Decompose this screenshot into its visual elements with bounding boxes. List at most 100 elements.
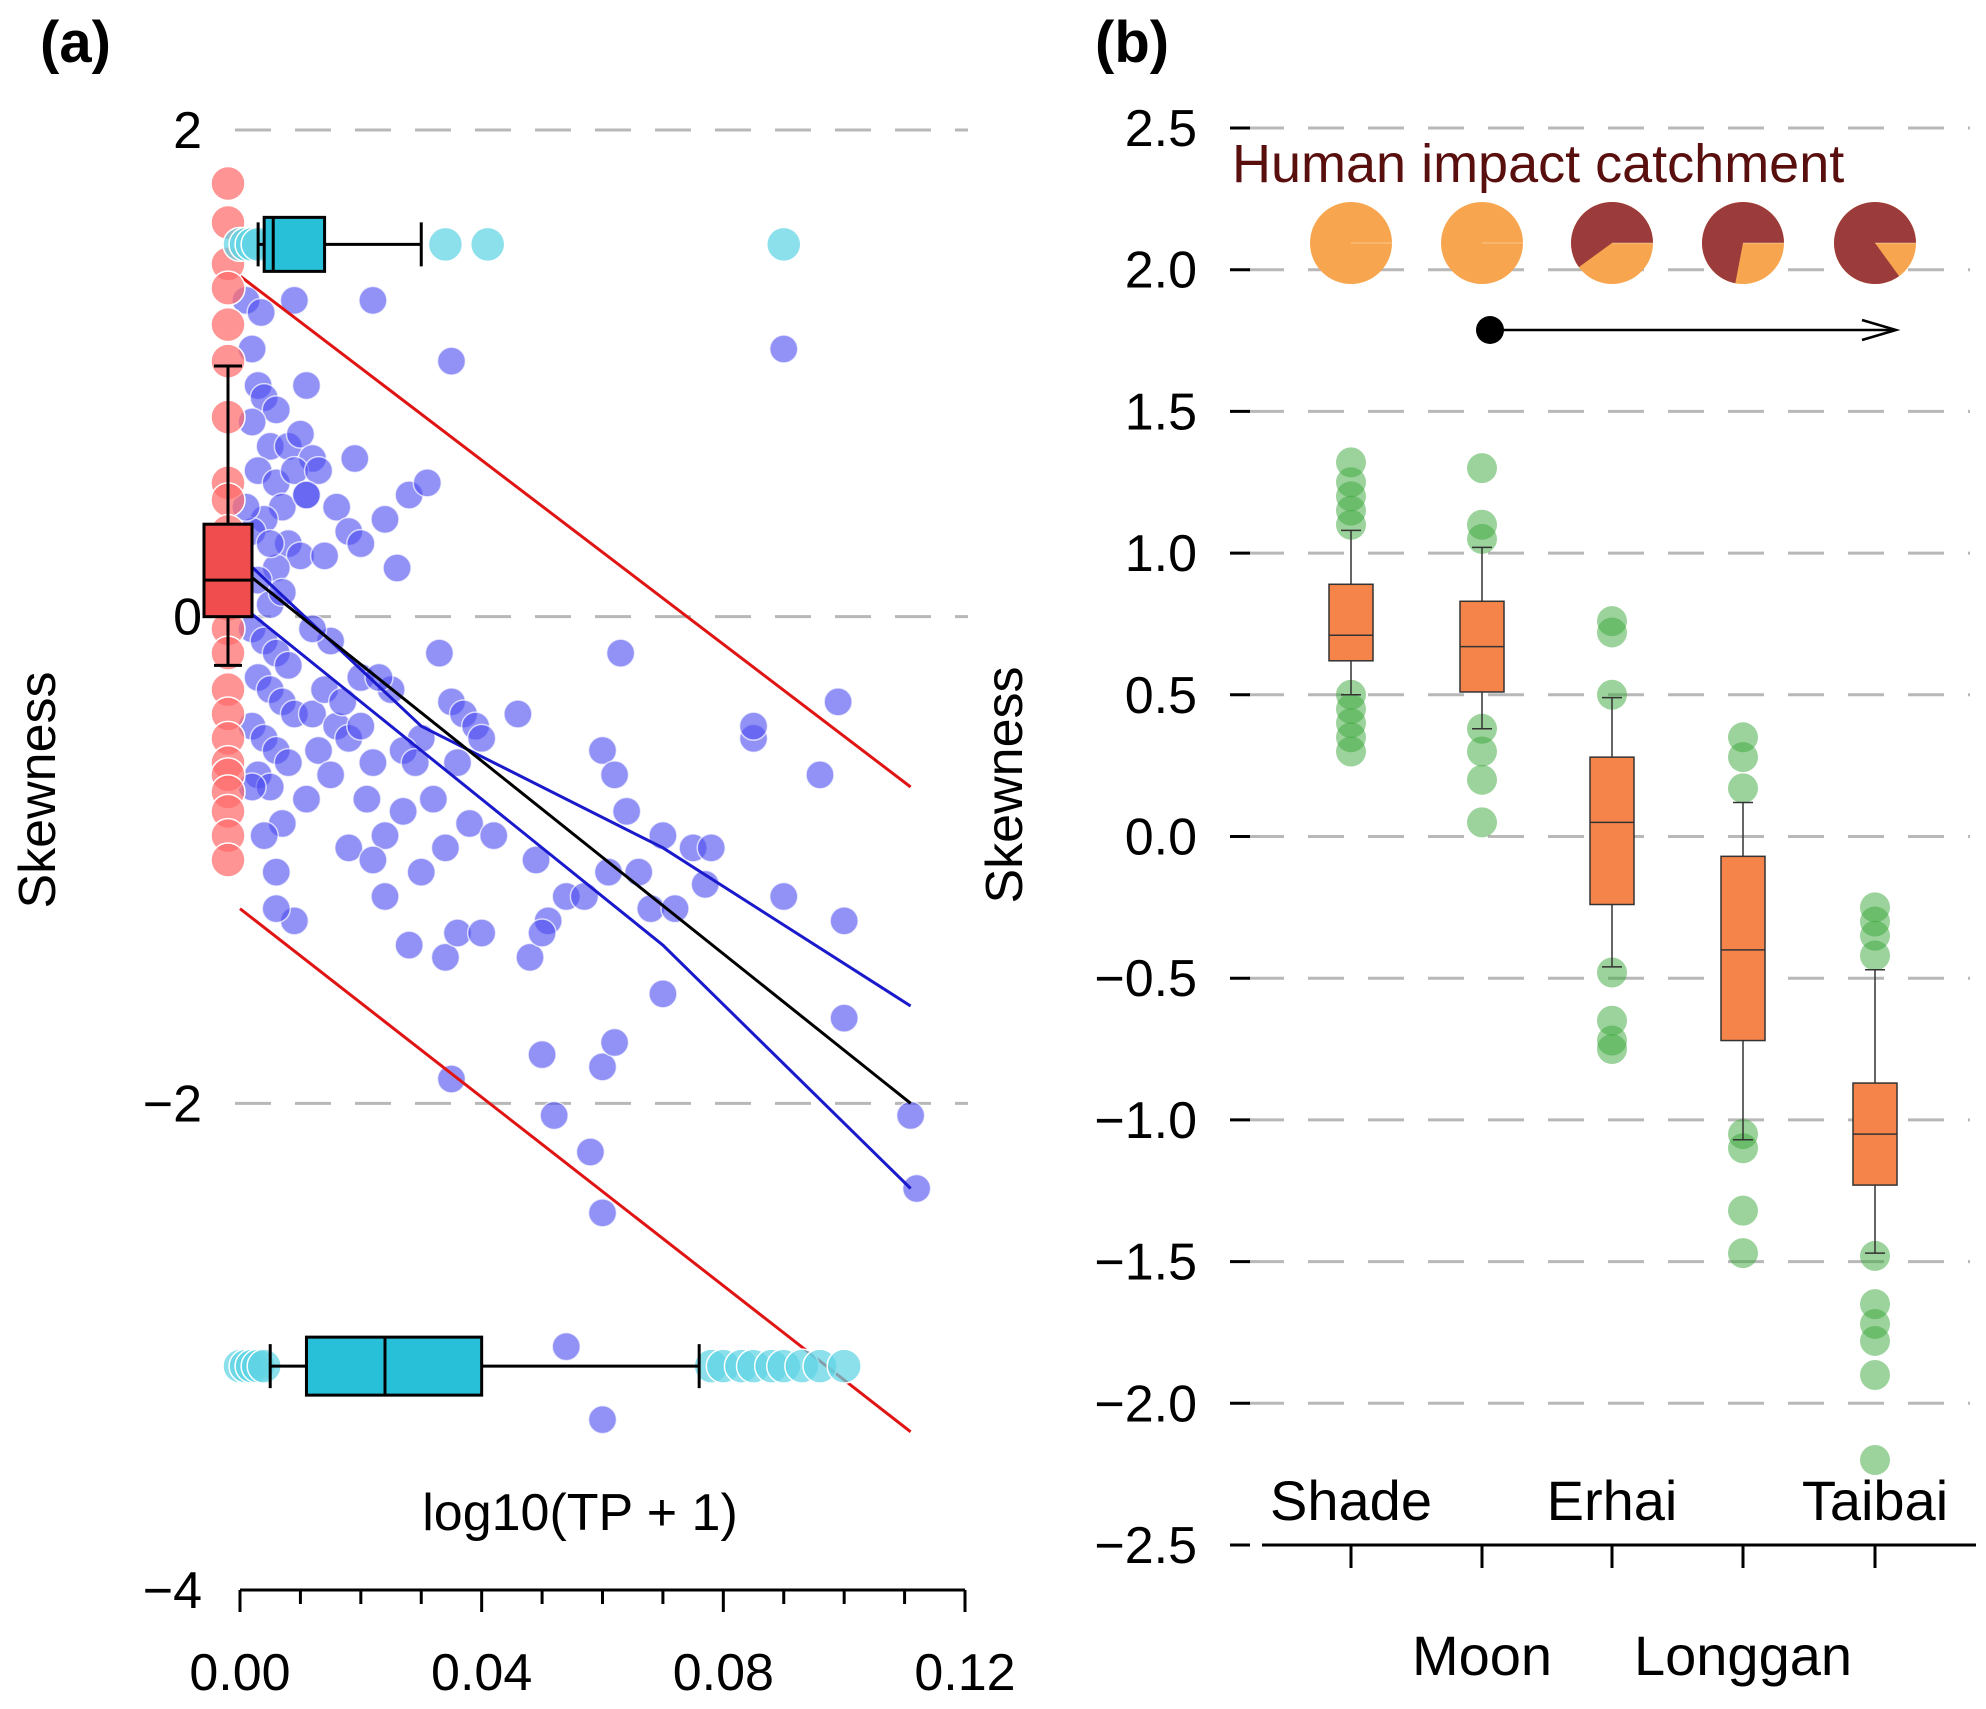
- scatter-point: [285, 419, 316, 449]
- panel-b: (b) 2.5 2.0 1.5 1.0 0.5 0.0 −0.5 −1.0 −1.5 −2.0 −2…: [976, 10, 1976, 1687]
- panel-a-label: (a): [40, 10, 111, 75]
- outlier-point: [1597, 606, 1627, 637]
- scatter-point: [303, 735, 334, 766]
- scatter-point: [442, 747, 473, 778]
- outlier-point: [1467, 509, 1497, 540]
- scatter-point: [321, 492, 352, 522]
- panel-b-label: (b): [1095, 10, 1169, 75]
- scatter-point: [424, 638, 455, 668]
- category-label: Erhai: [1547, 1469, 1678, 1532]
- box: [1328, 583, 1374, 662]
- scatter-point: [551, 1331, 581, 1362]
- scatter-point: [352, 784, 382, 814]
- outlier-point: [1860, 1240, 1890, 1271]
- panel-b-y-axis-title: Skewness: [976, 667, 1034, 904]
- scatter-point: [605, 638, 636, 668]
- scatter-point: [436, 1064, 467, 1094]
- scatter-point: [249, 820, 279, 851]
- y-tick-label: −2.0: [1094, 1375, 1197, 1433]
- y-tick-label: 0.5: [1125, 667, 1197, 725]
- x-tick-label: 0.04: [431, 1644, 532, 1702]
- panel-a-gridlines: [235, 128, 968, 1105]
- scatter-point: [805, 760, 835, 790]
- scatter-point: [823, 687, 853, 717]
- y-tick-label: 0: [173, 589, 202, 647]
- scatter-point: [370, 820, 400, 851]
- fit-line: [239, 566, 912, 1105]
- scatter-point: [291, 370, 322, 401]
- x-tick-label: 0.12: [914, 1644, 1015, 1702]
- panel-a-regression-lines: [238, 274, 912, 1434]
- outlier-point: [1728, 1238, 1758, 1269]
- scatter-point: [358, 285, 388, 316]
- scatter-point: [261, 857, 291, 887]
- scatter-point: [255, 528, 285, 559]
- scatter-point: [479, 820, 509, 851]
- pie-chart: [1310, 202, 1392, 284]
- scatter-point: [273, 650, 304, 681]
- prediction-band-upper: [239, 274, 912, 789]
- scatter-point: [769, 334, 799, 364]
- y-marginal-point: [210, 306, 246, 343]
- scatter-point: [400, 747, 430, 778]
- scatter-point: [569, 881, 600, 912]
- scatter-point: [466, 723, 497, 754]
- scatter-point: [587, 735, 618, 766]
- pie-slice: [1571, 201, 1653, 268]
- scatter-point: [454, 808, 485, 839]
- box: [1720, 855, 1766, 1042]
- panel-a-axes: 2 0 −2 −4 0.00 0.04 0.08 0.12: [143, 102, 1016, 1702]
- scatter-point: [261, 893, 291, 924]
- scatter-point: [430, 942, 461, 973]
- scatter-point: [527, 918, 557, 948]
- scatter-point: [370, 504, 400, 535]
- pie-slice: [1833, 202, 1916, 285]
- y-tick-label: −4: [143, 1562, 202, 1620]
- outlier-point: [1860, 1359, 1890, 1390]
- outlier-point: [1860, 892, 1890, 923]
- scatter-point: [261, 395, 291, 425]
- scatter-point: [297, 699, 328, 729]
- x-marginal-bottom-point: [826, 1348, 862, 1384]
- x-marginal-top-point: [469, 226, 506, 263]
- y-marginal-point: [210, 165, 246, 202]
- panel-b-gridlines: [1248, 126, 1970, 1405]
- scatter-point: [587, 1198, 618, 1228]
- scatter-point: [327, 687, 358, 717]
- arrow-head: [1861, 318, 1901, 342]
- scatter-point: [340, 443, 370, 474]
- outlier-point: [1467, 764, 1497, 795]
- outlier-point: [1728, 722, 1758, 753]
- y-tick-label: 2.0: [1125, 242, 1197, 300]
- box: [1589, 756, 1635, 906]
- scatter-point: [315, 760, 346, 790]
- scatter-point: [303, 455, 334, 486]
- scatter-point: [587, 1052, 618, 1082]
- outlier-point: [1597, 957, 1627, 988]
- panel-b-impact-legend: Human impact catchment: [1232, 134, 1916, 344]
- scatter-point: [901, 1173, 932, 1204]
- pie-slice: [1701, 201, 1784, 284]
- category-label: Longgan: [1634, 1624, 1852, 1687]
- scatter-point: [611, 796, 642, 827]
- y-tick-label: −0.5: [1094, 950, 1197, 1008]
- y-tick-label: 1.0: [1125, 525, 1197, 583]
- outlier-point: [1467, 736, 1497, 767]
- outlier-point: [1728, 1195, 1758, 1226]
- scatter-point: [430, 833, 461, 863]
- outlier-point: [1467, 453, 1497, 484]
- y-tick-label: −2: [143, 1075, 202, 1133]
- scatter-point: [309, 541, 340, 571]
- scatter-point: [769, 881, 799, 912]
- legend-title: Human impact catchment: [1232, 134, 1844, 194]
- pie-chart: [1441, 202, 1523, 284]
- scatter-point: [406, 857, 436, 887]
- y-tick-label: −2.5: [1094, 1517, 1197, 1575]
- prediction-band-lower: [239, 907, 912, 1434]
- confidence-band-lower: [239, 603, 912, 1190]
- panel-b-boxplots: [1328, 447, 1898, 1475]
- panel-a-points: [231, 236, 932, 1435]
- scatter-point: [624, 857, 654, 887]
- y-marginal-point: [210, 270, 246, 306]
- x-marginal-top-point: [427, 226, 464, 263]
